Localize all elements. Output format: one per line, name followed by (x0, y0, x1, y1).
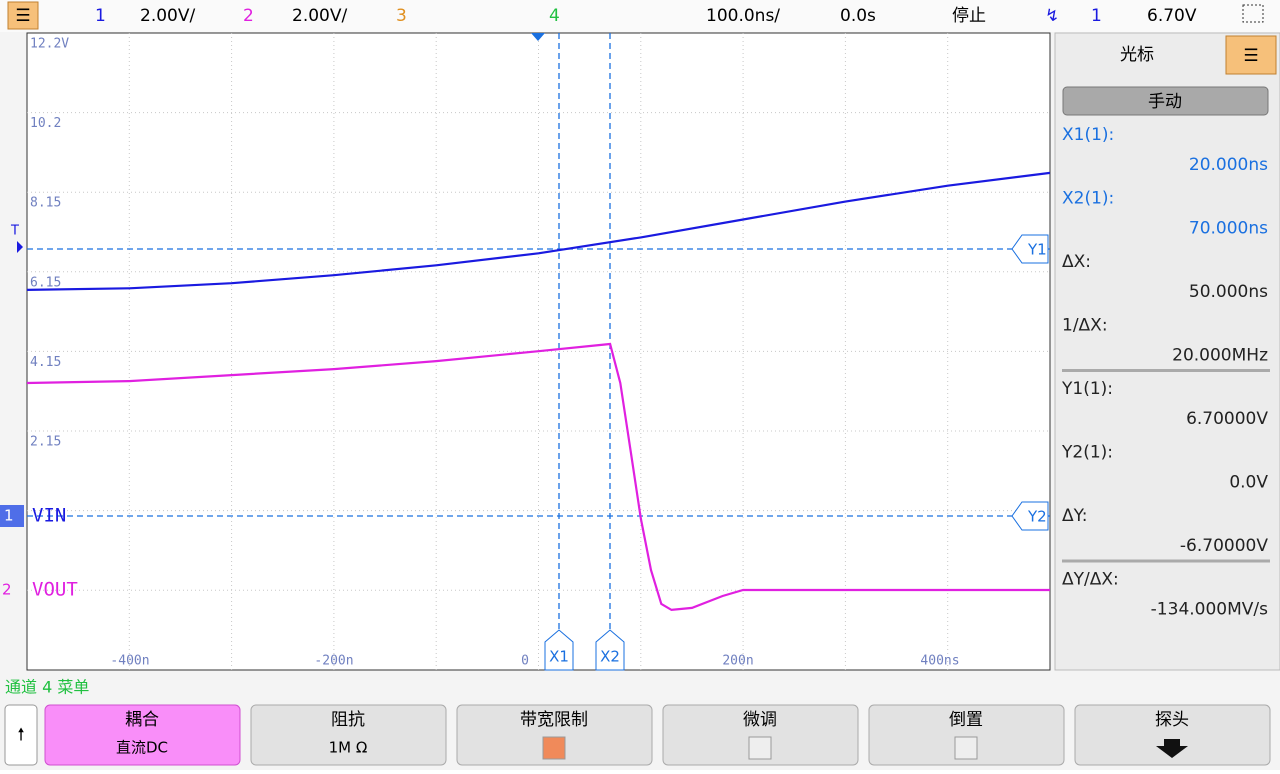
entry-label: Y1(1): (1061, 379, 1113, 399)
softkey-value: 直流DC (116, 739, 168, 757)
status: 停止 (952, 6, 986, 26)
softkey[interactable] (1074, 704, 1271, 766)
panel-title: 光标 (1120, 45, 1154, 65)
top-bar (0, 0, 1280, 32)
ch1-ground (0, 505, 24, 527)
ch1-label: VIN (32, 505, 66, 527)
checkbox[interactable] (542, 736, 566, 760)
entry-label: Y2(1): (1061, 443, 1113, 463)
x2-flag (595, 629, 625, 671)
entry-value: 20.000MHz (1172, 346, 1268, 366)
softkey[interactable] (868, 704, 1065, 766)
softkey-label: 耦合 (125, 710, 159, 730)
ch2-label: VOUT (32, 579, 78, 601)
entry-value: 70.000ns (1189, 219, 1268, 239)
x-label: 400ns (920, 654, 959, 669)
trigger-level: 6.70V (1147, 6, 1197, 26)
y-label: 6.15 (30, 275, 61, 290)
softkey[interactable] (456, 704, 653, 766)
y2-label: Y2 (1027, 508, 1047, 526)
entry-label: 1/ΔX: (1062, 316, 1108, 336)
delay: 0.0s (840, 6, 876, 26)
y-label: 2.15 (30, 435, 61, 450)
y2-flag (1011, 501, 1049, 531)
panel-menu-icon: ☰ (1243, 46, 1258, 66)
x-label: 200n (722, 654, 753, 669)
cursors (27, 33, 1050, 670)
ch1-scale: 2.00V/ (140, 6, 195, 26)
entry-label: ΔY: (1062, 506, 1087, 526)
entry-value: 20.000ns (1189, 155, 1268, 175)
menu-icon: ☰ (15, 6, 30, 26)
back-button[interactable] (4, 704, 38, 766)
entry-label: X2(1): (1062, 189, 1114, 209)
trace (26, 342, 1050, 612)
trigger-position (531, 33, 545, 41)
softkey-label: 阻抗 (331, 710, 365, 730)
menu-button[interactable] (7, 1, 39, 30)
softkey-label: 倒置 (949, 710, 983, 730)
zoom-icon[interactable] (1242, 4, 1264, 23)
y-label: 10.2 (30, 116, 61, 131)
y-label: 4.15 (30, 355, 61, 370)
back-arrow: 🠕 (17, 725, 24, 745)
x-label: -200n (314, 654, 353, 669)
trigger-source: 1 (1091, 6, 1102, 26)
softkey-value: 1M Ω (329, 739, 368, 757)
trigger-marker: T (10, 224, 19, 239)
softkey-label: 微调 (743, 710, 777, 730)
trace (26, 171, 1051, 291)
ch3[interactable]: 3 (396, 6, 407, 26)
cursor-panel (1054, 32, 1280, 671)
entry-value: 50.000ns (1189, 282, 1268, 302)
softkey-label: 探头 (1155, 710, 1189, 730)
y-label: 8.15 (30, 196, 61, 211)
entry-value: 6.70000V (1186, 409, 1268, 429)
softkey[interactable] (662, 704, 859, 766)
entry-value: 0.0V (1229, 473, 1268, 493)
timebase: 100.0ns/ (706, 6, 780, 26)
ch2[interactable]: 2 (243, 6, 254, 26)
menu-title: 通道 4 菜单 (5, 678, 89, 697)
mode-button[interactable] (1062, 86, 1269, 116)
trigger-edge: ↯ (1045, 6, 1059, 26)
x1-flag (544, 629, 574, 671)
y1-label: Y1 (1027, 241, 1047, 259)
softkey-label: 带宽限制 (520, 710, 588, 730)
x1-label: X1 (549, 648, 569, 666)
checkbox[interactable] (954, 736, 978, 760)
trigger-level-marker (17, 241, 23, 253)
entry-label: X1(1): (1062, 125, 1114, 145)
entry-value: -134.000MV/s (1151, 600, 1268, 620)
ch1[interactable]: 1 (95, 6, 106, 26)
softkey[interactable] (250, 704, 447, 766)
panel-menu[interactable] (1225, 35, 1277, 75)
x-label: -400n (110, 654, 149, 669)
entry-label: ΔX: (1062, 252, 1091, 272)
y-label: 12.2V (30, 37, 69, 52)
ch2-num: 2 (2, 581, 12, 599)
checkbox[interactable] (748, 736, 772, 760)
ch2-scale: 2.00V/ (292, 6, 347, 26)
entry-label: ΔY/ΔX: (1062, 570, 1119, 590)
ch1-num: 1 (4, 507, 14, 525)
x2-label: X2 (600, 648, 620, 666)
softkey[interactable] (44, 704, 241, 766)
mode: 手动 (1148, 92, 1182, 112)
y1-flag (1011, 234, 1049, 264)
down-arrow (1156, 739, 1188, 758)
ch4[interactable]: 4 (549, 6, 560, 26)
entry-value: -6.70000V (1180, 536, 1268, 556)
x-label: 0 (521, 654, 529, 669)
